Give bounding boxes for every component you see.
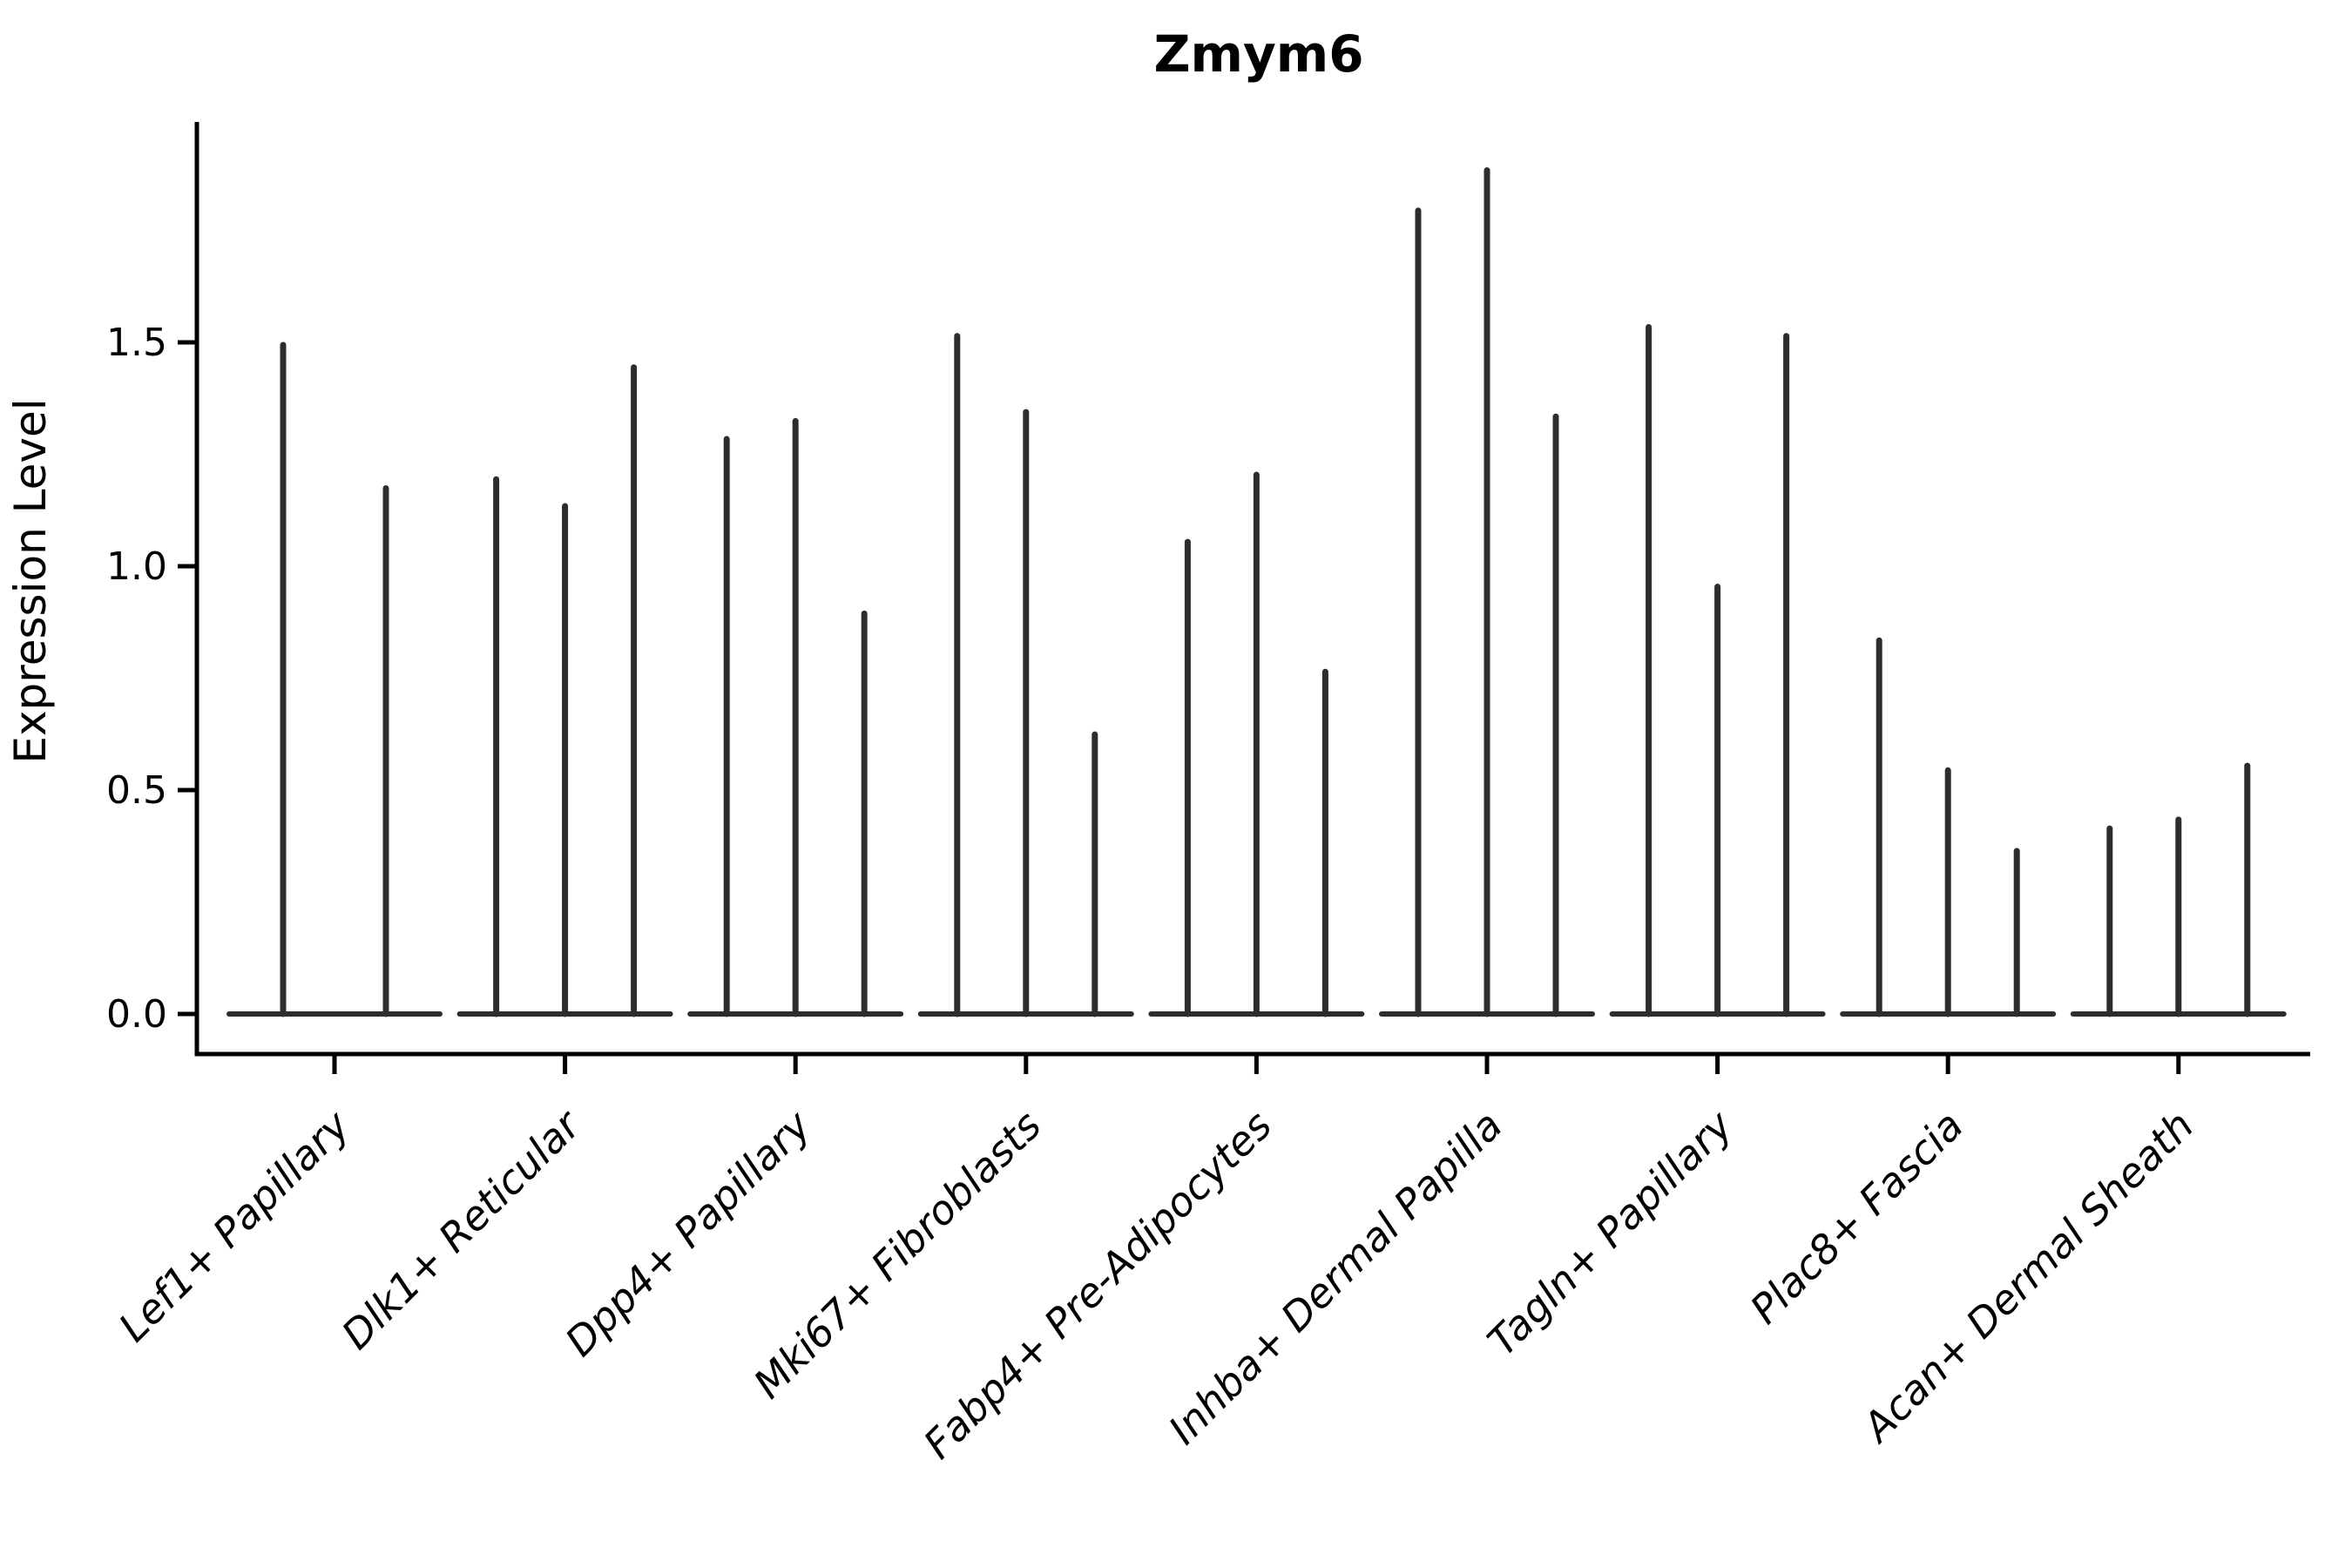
- violin-group: [456, 364, 673, 1017]
- violin-group: [1148, 471, 1365, 1017]
- violin-group: [2070, 762, 2287, 1017]
- violin-group: [226, 341, 443, 1017]
- y-axis-label: Expression Level: [5, 398, 56, 763]
- y-tick-label: 0.0: [106, 992, 167, 1037]
- chart-title: Zmym6: [1153, 24, 1363, 84]
- violin-group: [1379, 167, 1595, 1017]
- y-axis-ticks: 0.0 0.5 1.0 1.5: [106, 321, 197, 1037]
- violin-group: [687, 417, 904, 1017]
- x-tick-label: Dlk1+ Reticular: [333, 1099, 591, 1358]
- x-tick-label: Dpp4+ Papillary: [556, 1101, 820, 1365]
- violin-group: [917, 333, 1134, 1017]
- y-tick-label: 0.5: [106, 768, 167, 813]
- violin-group: [1840, 637, 2057, 1017]
- x-tick-label: Lef1+ Papillary: [110, 1101, 359, 1350]
- x-tick-label: Tagln+ Papillary: [1478, 1101, 1742, 1365]
- y-tick-label: 1.5: [106, 321, 167, 365]
- x-tick-label: Plac8+ Fascia: [1741, 1102, 1972, 1333]
- violin-group: [1609, 323, 1826, 1017]
- violin-groups: [226, 167, 2287, 1017]
- y-tick-label: 1.0: [106, 544, 167, 589]
